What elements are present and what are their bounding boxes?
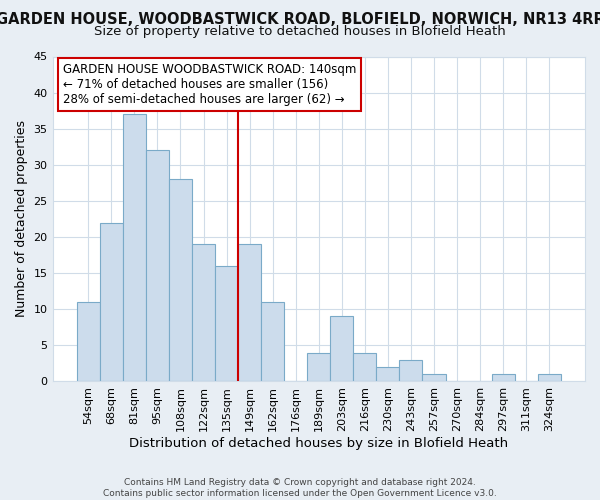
Text: GARDEN HOUSE WOODBASTWICK ROAD: 140sqm
← 71% of detached houses are smaller (156: GARDEN HOUSE WOODBASTWICK ROAD: 140sqm ←…	[63, 63, 356, 106]
Bar	[100, 222, 123, 382]
Bar	[353, 352, 376, 382]
Y-axis label: Number of detached properties: Number of detached properties	[15, 120, 28, 318]
Bar	[307, 352, 330, 382]
Text: GARDEN HOUSE, WOODBASTWICK ROAD, BLOFIELD, NORWICH, NR13 4RR: GARDEN HOUSE, WOODBASTWICK ROAD, BLOFIEL…	[0, 12, 600, 28]
Bar	[376, 367, 400, 382]
Bar	[146, 150, 169, 382]
Bar	[538, 374, 561, 382]
Bar	[215, 266, 238, 382]
Text: Contains HM Land Registry data © Crown copyright and database right 2024.
Contai: Contains HM Land Registry data © Crown c…	[103, 478, 497, 498]
Bar	[77, 302, 100, 382]
Bar	[491, 374, 515, 382]
Bar	[422, 374, 446, 382]
Bar	[400, 360, 422, 382]
Bar	[238, 244, 261, 382]
Bar	[261, 302, 284, 382]
Bar	[192, 244, 215, 382]
Bar	[330, 316, 353, 382]
X-axis label: Distribution of detached houses by size in Blofield Heath: Distribution of detached houses by size …	[129, 437, 508, 450]
Bar	[123, 114, 146, 382]
Text: Size of property relative to detached houses in Blofield Heath: Size of property relative to detached ho…	[94, 25, 506, 38]
Bar	[169, 180, 192, 382]
